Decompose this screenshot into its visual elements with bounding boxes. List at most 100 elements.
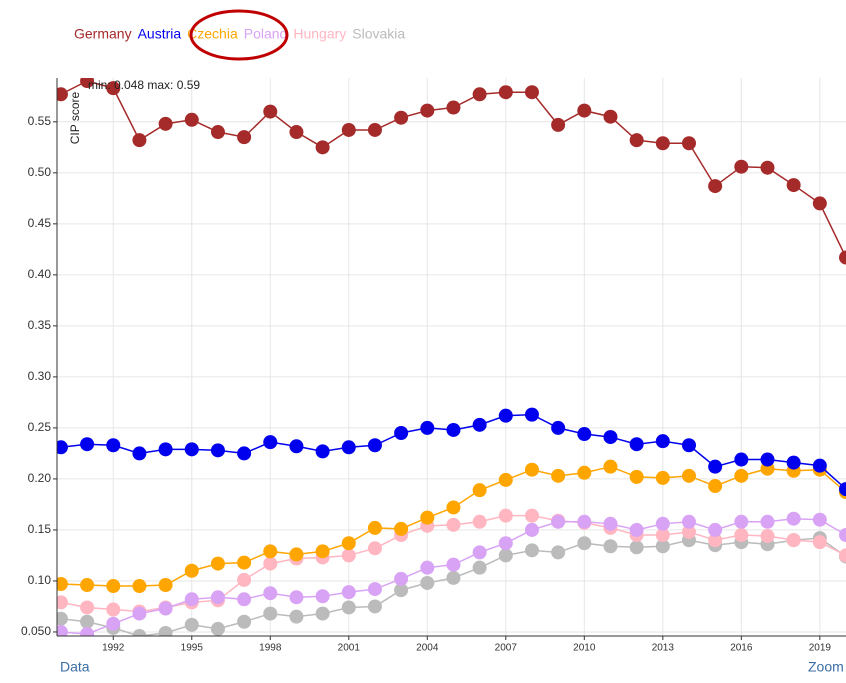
point [263,104,278,119]
point [734,468,749,483]
point [237,130,252,145]
legend-entry[interactable]: Austria [138,26,182,42]
legend-entry[interactable]: Hungary [293,26,346,42]
x-tick-label: 2007 [495,643,518,654]
y-tick-label: 0.45 [28,216,52,230]
point [57,87,68,102]
point [524,462,539,477]
zoom-link[interactable]: Zoom [808,659,844,675]
point [498,472,513,487]
legend-entry[interactable]: Slovakia [352,26,405,42]
point [237,446,252,461]
point [132,579,147,594]
point [498,408,513,423]
point [237,592,252,607]
point [132,133,147,148]
point [315,589,330,604]
x-tick-label: 2019 [809,643,832,654]
y-tick-label: 0.10 [28,573,52,587]
point [394,571,409,586]
point [237,614,252,629]
point [446,570,461,585]
point [472,545,487,560]
point [57,611,68,626]
point [577,465,592,480]
legend-entry[interactable]: Poland [244,26,288,42]
point [341,440,356,455]
point [158,442,173,457]
legend-entry[interactable]: Germany [74,26,132,42]
data-link[interactable]: Data [60,659,90,675]
point [210,621,225,636]
point [655,434,670,449]
point [263,586,278,601]
point [734,514,749,529]
point [57,440,68,455]
point [132,606,147,621]
point [524,522,539,537]
x-tick-label: 2010 [573,643,596,654]
point [237,555,252,570]
point [681,136,696,151]
point [708,479,723,494]
point [315,606,330,621]
point [812,512,827,527]
point [708,533,723,548]
point [210,590,225,605]
point [786,455,801,470]
point [472,560,487,575]
point [210,556,225,571]
point [263,556,278,571]
highlight-circle [189,9,289,61]
point [315,544,330,559]
point [394,583,409,598]
point [812,535,827,550]
point [551,117,566,132]
point [446,422,461,437]
point [80,600,95,615]
point [420,575,435,590]
point [367,541,382,556]
point [420,510,435,525]
point [237,572,252,587]
point [446,557,461,572]
x-tick-label: 1995 [181,643,204,654]
point [839,548,846,563]
y-tick-label: 0.50 [28,165,52,179]
point [681,468,696,483]
point [184,563,199,578]
legend-entry[interactable]: Czechia [187,26,238,42]
point [498,536,513,551]
y-tick-label: 0.35 [28,318,52,332]
point [80,78,95,88]
point [472,514,487,529]
point [106,438,121,453]
point [629,540,644,555]
point [603,516,618,531]
point [341,536,356,551]
point [551,420,566,435]
point [446,500,461,515]
point [498,508,513,523]
y-tick-label: 0.25 [28,420,52,434]
point [80,437,95,452]
point [106,81,121,96]
point [629,133,644,148]
point [839,528,846,543]
point [289,590,304,605]
point [341,600,356,615]
y-tick-label: 0.050 [21,624,51,638]
point [132,446,147,461]
point [263,544,278,559]
point [57,624,68,636]
point [498,548,513,563]
point [184,442,199,457]
point [577,103,592,118]
point [420,560,435,575]
point [734,452,749,467]
point [420,103,435,118]
point [708,459,723,474]
point [158,625,173,636]
